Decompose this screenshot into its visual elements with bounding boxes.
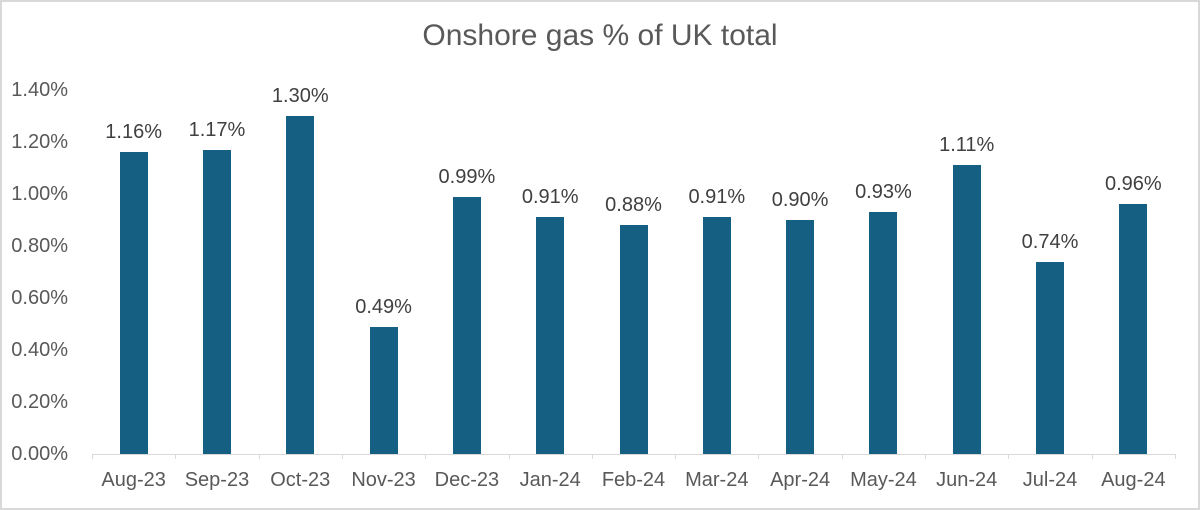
x-axis-tick-label: Mar-24 xyxy=(685,469,749,491)
bar-value-label: 1.11% xyxy=(939,134,995,157)
bar xyxy=(952,165,981,454)
bar-value-label: 1.17% xyxy=(188,118,246,141)
y-axis-tick-label: 0.80% xyxy=(11,235,68,257)
bar-value-label: 1.16% xyxy=(105,121,162,144)
x-axis-tick-mark xyxy=(425,454,427,459)
x-axis-tick-mark xyxy=(925,454,927,459)
x-axis-tick-mark xyxy=(258,454,260,459)
x-axis-tick-mark xyxy=(758,454,760,459)
bar-value-label: 0.93% xyxy=(855,181,912,204)
bar xyxy=(1119,204,1148,454)
x-axis-tick-mark xyxy=(1091,454,1093,459)
bar xyxy=(1036,261,1065,454)
x-axis-tick-label: Apr-24 xyxy=(770,469,831,491)
x-axis-tick-label: Dec-23 xyxy=(434,469,500,491)
x-axis-tick-mark xyxy=(591,454,593,459)
x-axis-tick-label: May-24 xyxy=(850,469,917,491)
x-axis-tick-label: Aug-24 xyxy=(1101,469,1166,491)
y-axis-tick-label: 1.40% xyxy=(11,79,68,101)
y-axis-tick-label: 0.20% xyxy=(11,391,68,413)
bar-value-label: 0.91% xyxy=(521,186,579,209)
bar xyxy=(452,196,481,454)
bar-value-label: 1.30% xyxy=(271,85,329,107)
x-axis-tick-mark xyxy=(175,454,177,459)
x-axis-tick-label: Aug-23 xyxy=(101,469,166,491)
x-axis-tick-mark xyxy=(841,454,843,459)
y-axis-tick-label: 1.00% xyxy=(11,183,68,205)
x-axis-tick-label: Jul-24 xyxy=(1022,469,1078,491)
bar xyxy=(202,149,231,454)
x-axis-tick-label: Oct-23 xyxy=(270,469,331,491)
bar xyxy=(702,217,731,454)
y-axis-tick-label: 0.40% xyxy=(11,339,68,361)
x-axis-tick-label: Jun-24 xyxy=(936,469,998,491)
bar-value-label: 0.91% xyxy=(688,186,746,209)
y-axis-tick-label: 0.00% xyxy=(11,443,68,465)
bar-value-label: 0.90% xyxy=(771,189,829,211)
bar xyxy=(786,220,815,454)
x-axis-tick-mark xyxy=(1008,454,1010,459)
x-axis-tick-mark xyxy=(675,454,677,459)
x-axis-tick-mark xyxy=(1175,454,1176,459)
bar-value-label: 0.74% xyxy=(1021,230,1079,253)
x-axis-tick-label: Feb-24 xyxy=(601,469,666,491)
x-axis-tick-label: Jan-24 xyxy=(519,469,581,491)
x-axis-tick-label: Sep-23 xyxy=(184,469,250,491)
x-axis-tick-mark xyxy=(92,454,93,459)
y-axis-tick-label: 0.60% xyxy=(11,287,68,309)
x-axis-line xyxy=(92,454,1175,455)
bar xyxy=(119,152,148,454)
x-axis-tick-mark xyxy=(341,454,343,459)
bar xyxy=(286,116,315,454)
x-axis-tick-label: Nov-23 xyxy=(351,469,416,491)
bar xyxy=(369,326,398,454)
bar-value-label: 0.99% xyxy=(438,165,496,188)
bar-value-label: 0.96% xyxy=(1104,173,1162,196)
bar-value-label: 0.49% xyxy=(355,295,412,318)
y-axis-tick-label: 1.20% xyxy=(11,131,68,153)
bar xyxy=(869,212,898,454)
bar xyxy=(619,225,648,454)
bar xyxy=(536,217,565,454)
chart-title: Onshore gas % of UK total xyxy=(422,19,778,52)
x-axis-tick-mark xyxy=(508,454,510,459)
bar-value-label: 0.88% xyxy=(605,194,662,217)
